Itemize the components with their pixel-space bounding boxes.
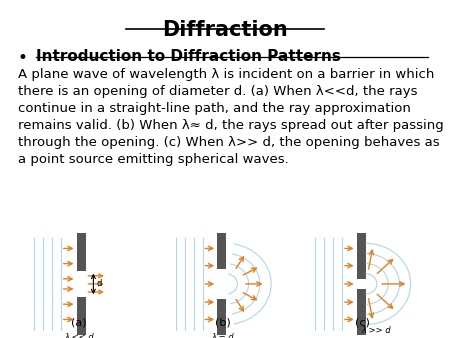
Bar [217,233,226,269]
Text: λ = d: λ = d [212,333,234,338]
Bar [76,297,86,335]
Text: Introduction to Diffraction Patterns: Introduction to Diffraction Patterns [36,49,341,64]
Text: •: • [18,49,28,67]
Text: (c): (c) [355,318,370,328]
Bar [217,299,226,335]
Bar [356,233,365,279]
Text: d: d [97,280,102,288]
Text: λ << d: λ << d [64,333,94,338]
Text: (b): (b) [215,318,230,328]
Bar [356,289,365,335]
Text: A plane wave of wavelength λ is incident on a barrier in which
there is an openi: A plane wave of wavelength λ is incident… [18,68,444,166]
Bar [76,233,86,271]
Text: Diffraction: Diffraction [162,20,288,40]
Text: (a): (a) [71,318,86,328]
Text: λ >> d: λ >> d [361,325,391,335]
